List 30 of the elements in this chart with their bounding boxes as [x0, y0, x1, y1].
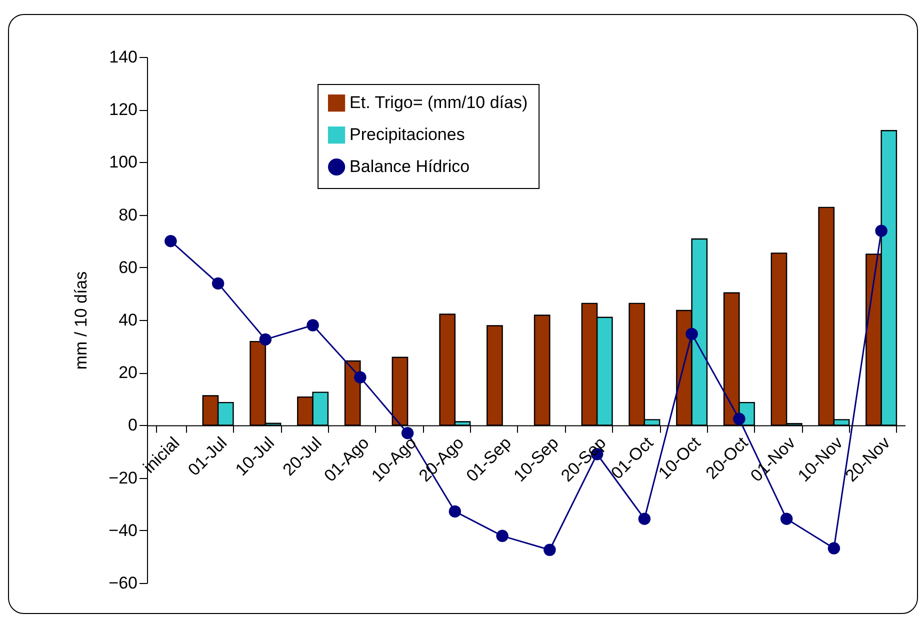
point [875, 224, 888, 237]
y-tick-label: 0 [128, 416, 138, 435]
legend-label: Precipitaciones [350, 125, 465, 144]
point [544, 544, 556, 556]
point [354, 371, 366, 384]
point [306, 319, 319, 332]
point [733, 412, 746, 425]
legend-label: Et. Trigo= (mm/10 días) [350, 93, 528, 112]
point [448, 505, 462, 518]
y-tick-label: 40 [118, 310, 138, 330]
legend-label: Balance Hídrico [350, 157, 470, 176]
y-axis-title: mm / 10 días [72, 271, 91, 370]
point [259, 333, 272, 346]
y-tick-label: 140 [109, 48, 138, 66]
point [780, 512, 793, 525]
y-tick-label: −40 [108, 520, 138, 540]
y-tick-label: 80 [118, 205, 138, 224]
point [164, 234, 177, 248]
point [686, 328, 698, 340]
y-tick-label: 20 [118, 363, 138, 382]
y-tick-label: 120 [109, 100, 138, 120]
point [638, 512, 651, 525]
point [496, 530, 508, 542]
y-tick-label: −60 [108, 574, 138, 592]
y-tick-label: 60 [118, 258, 138, 277]
point [828, 542, 840, 554]
y-tick-label: −20 [108, 468, 138, 488]
y-tick-label: 100 [109, 152, 138, 172]
point [212, 277, 224, 290]
point [401, 426, 414, 440]
